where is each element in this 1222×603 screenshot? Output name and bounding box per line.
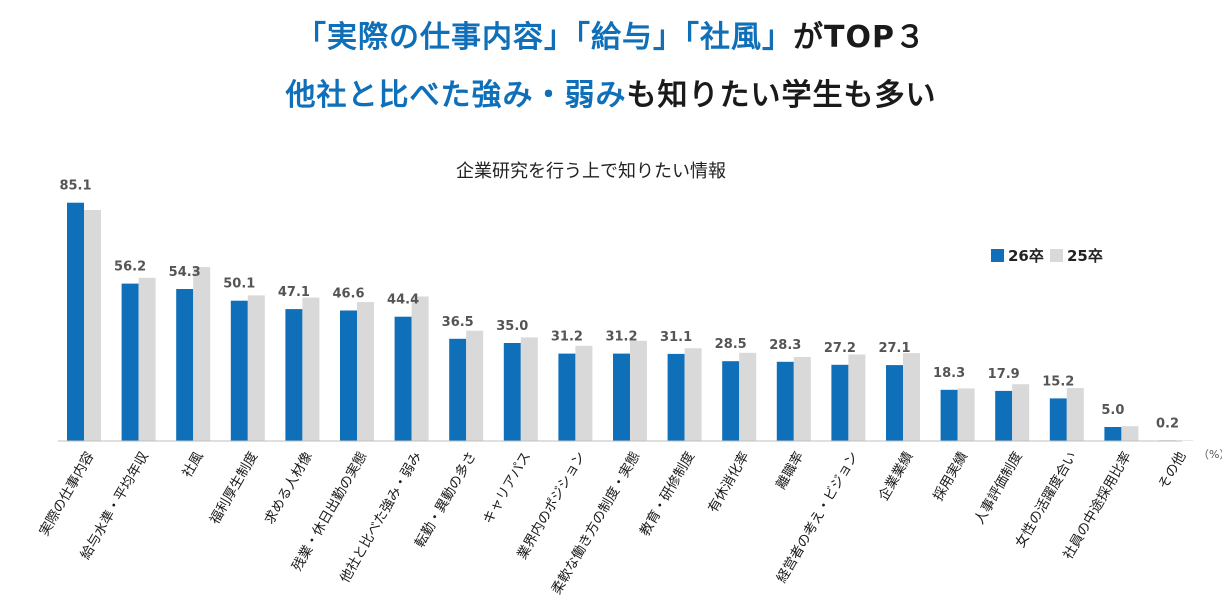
- value-label-0: 85.1: [59, 179, 91, 194]
- category-label-0: 実際の仕事内容: [35, 449, 97, 539]
- value-label-8: 35.0: [496, 319, 528, 334]
- value-label-19: 5.0: [1101, 403, 1124, 418]
- category-label-16: 採用実績: [930, 449, 971, 504]
- bar-25-6: [411, 296, 429, 441]
- value-label-14: 27.2: [824, 341, 856, 356]
- chart-title: 企業研究を行う上で知りたい情報: [456, 161, 726, 182]
- bar-26-15: [886, 365, 903, 441]
- legend-swatch-25: [1050, 249, 1063, 262]
- value-label-9: 31.2: [551, 330, 583, 345]
- category-label-7: 転勤・異動の多さ: [411, 449, 480, 551]
- category-label-2: 社風: [179, 449, 207, 481]
- category-label-18: 女性の活躍度合い: [1012, 449, 1081, 551]
- value-label-17: 17.9: [988, 367, 1020, 382]
- bar-26-13: [776, 361, 794, 441]
- category-label-17: 人事評価制度: [971, 449, 1025, 527]
- bar-25-14: [848, 354, 866, 441]
- bar-25-8: [520, 337, 538, 441]
- bar-26-19: [1104, 427, 1122, 441]
- value-label-15: 27.1: [878, 341, 910, 356]
- value-label-10: 31.2: [605, 330, 637, 345]
- value-label-18: 15.2: [1042, 374, 1074, 389]
- headline-line-2-rest: も知りたい学生も多い: [626, 78, 937, 113]
- category-label-12: 有休消化率: [704, 449, 752, 516]
- bar-25-3: [247, 295, 265, 441]
- unit-label: （%）: [1198, 448, 1222, 461]
- value-label-1: 56.2: [114, 260, 146, 275]
- bar-26-8: [503, 343, 521, 441]
- value-label-20: 0.2: [1156, 416, 1179, 431]
- bar-26-6: [394, 316, 412, 441]
- bar-25-18: [1066, 388, 1084, 441]
- value-label-12: 28.5: [715, 337, 747, 352]
- bar-25-11: [684, 348, 702, 441]
- bar-26-3: [230, 300, 248, 441]
- bar-26-18: [1049, 398, 1067, 441]
- value-label-16: 18.3: [933, 366, 965, 381]
- bar-25-9: [575, 345, 593, 441]
- bar-26-16: [940, 389, 958, 441]
- value-label-3: 50.1: [223, 277, 255, 292]
- bar-25-12: [739, 352, 757, 441]
- bar-26-4: [285, 309, 303, 441]
- bar-26-9: [558, 353, 576, 441]
- headline-line-1: 「実際の仕事内容」「給与」「社風」がTOP３: [0, 12, 1222, 56]
- bar-26-2: [176, 289, 194, 441]
- bar-26-7: [449, 338, 467, 441]
- value-label-13: 28.3: [769, 338, 801, 353]
- value-label-6: 44.4: [387, 293, 419, 308]
- bar-25-19: [1121, 426, 1139, 441]
- bar-25-16: [957, 388, 975, 441]
- headline-line-2: 他社と比べた強み・弱みも知りたい学生も多い: [0, 70, 1222, 114]
- legend-label-25: 25卒: [1067, 247, 1103, 265]
- category-label-15: 企業業績: [875, 449, 917, 504]
- legend-swatch-26: [991, 249, 1004, 262]
- category-label-3: 福利厚生制度: [207, 449, 261, 527]
- bar-25-15: [903, 353, 920, 441]
- bar-26-5: [340, 310, 357, 441]
- bar-25-5: [357, 302, 374, 441]
- headline-line-1-rest: がTOP３: [793, 20, 926, 55]
- value-label-2: 54.3: [169, 265, 201, 280]
- bar-25-13: [793, 357, 811, 441]
- bar-26-1: [121, 283, 139, 441]
- value-label-4: 47.1: [278, 285, 310, 300]
- bar-26-12: [722, 361, 740, 441]
- bar-25-4: [302, 297, 320, 441]
- category-label-4: 求める人材像: [262, 449, 317, 528]
- bar-25-20: [1176, 440, 1193, 441]
- headline-line-2-highlight: 他社と比べた強み・弱み: [285, 78, 627, 113]
- bar-25-1: [138, 277, 156, 441]
- category-label-13: 離職率: [772, 449, 807, 493]
- bar-26-14: [831, 364, 849, 441]
- value-label-11: 31.1: [660, 330, 692, 345]
- bar-25-2: [193, 267, 211, 441]
- headline-line-1-highlight: 「実際の仕事内容」「給与」「社風」: [296, 20, 794, 55]
- category-label-20: その他: [1155, 449, 1189, 492]
- bar-25-7: [466, 330, 484, 441]
- bars-group: 85.1実際の仕事内容56.2給与水準・平均年収54.3社風50.1福利厚生制度…: [35, 179, 1193, 597]
- bar-25-10: [630, 340, 647, 441]
- legend-label-26: 26卒: [1008, 247, 1044, 265]
- bar-26-0: [67, 202, 84, 441]
- value-label-5: 46.6: [332, 287, 364, 302]
- bar-25-0: [84, 210, 101, 441]
- bar-26-10: [613, 353, 630, 441]
- bar-25-17: [1012, 384, 1030, 441]
- bar-26-11: [667, 353, 685, 441]
- value-label-7: 36.5: [442, 315, 474, 330]
- category-label-8: キャリアパス: [480, 449, 534, 527]
- bar-26-17: [995, 390, 1013, 441]
- category-label-11: 教育・研修制度: [637, 449, 698, 539]
